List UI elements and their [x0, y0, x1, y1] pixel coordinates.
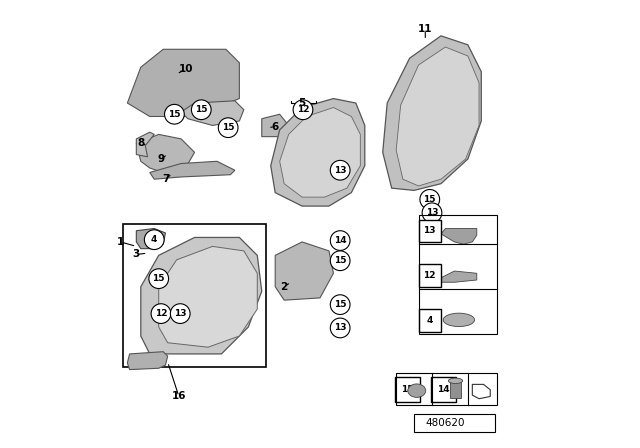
Circle shape: [420, 190, 440, 209]
Circle shape: [191, 100, 211, 120]
Circle shape: [145, 230, 164, 250]
FancyBboxPatch shape: [419, 264, 441, 287]
Polygon shape: [441, 271, 477, 282]
Polygon shape: [262, 114, 289, 137]
Text: 12: 12: [297, 105, 309, 114]
Polygon shape: [280, 108, 360, 197]
Polygon shape: [472, 384, 490, 399]
Text: 15: 15: [424, 195, 436, 204]
Circle shape: [170, 304, 190, 323]
Circle shape: [330, 231, 350, 250]
Text: 10: 10: [179, 65, 193, 74]
Ellipse shape: [449, 378, 463, 383]
Polygon shape: [141, 237, 262, 354]
Text: 4: 4: [427, 316, 433, 325]
Polygon shape: [127, 49, 239, 116]
Text: 15: 15: [195, 105, 207, 114]
Polygon shape: [396, 47, 479, 186]
Text: 15: 15: [334, 256, 346, 265]
Text: 480620: 480620: [426, 418, 465, 428]
Polygon shape: [150, 161, 235, 179]
Circle shape: [330, 318, 350, 338]
Polygon shape: [271, 99, 365, 206]
Text: 13: 13: [334, 323, 346, 332]
Text: 7: 7: [162, 174, 169, 184]
Text: 15: 15: [168, 110, 180, 119]
Text: 1: 1: [117, 237, 124, 247]
Text: 15: 15: [222, 123, 234, 132]
Text: 14: 14: [334, 236, 346, 245]
Text: 8: 8: [137, 138, 145, 148]
Circle shape: [330, 295, 350, 314]
Text: 3: 3: [132, 250, 140, 259]
Polygon shape: [127, 352, 168, 370]
Text: 14: 14: [437, 385, 449, 394]
Text: 15: 15: [401, 385, 413, 394]
Text: 5: 5: [298, 98, 306, 108]
Circle shape: [422, 203, 442, 223]
Circle shape: [330, 251, 350, 271]
Text: 9: 9: [157, 154, 164, 164]
FancyBboxPatch shape: [419, 309, 441, 332]
Text: 11: 11: [418, 24, 433, 34]
Circle shape: [330, 160, 350, 180]
Text: 12: 12: [424, 271, 436, 280]
Text: 13: 13: [334, 166, 346, 175]
Text: 12: 12: [155, 309, 167, 318]
Circle shape: [293, 100, 313, 120]
Circle shape: [151, 304, 171, 323]
Text: 13: 13: [426, 208, 438, 217]
Text: 15: 15: [334, 300, 346, 309]
Text: 6: 6: [271, 122, 279, 132]
FancyBboxPatch shape: [419, 220, 441, 242]
FancyBboxPatch shape: [395, 377, 420, 402]
Text: 16: 16: [172, 392, 186, 401]
Ellipse shape: [408, 384, 426, 397]
Ellipse shape: [443, 313, 475, 327]
Text: 13: 13: [424, 226, 436, 235]
Polygon shape: [441, 228, 477, 244]
Polygon shape: [136, 228, 165, 249]
Polygon shape: [383, 36, 481, 190]
Circle shape: [149, 269, 168, 289]
Polygon shape: [159, 246, 257, 347]
Circle shape: [218, 118, 238, 138]
Text: 15: 15: [152, 274, 165, 283]
Circle shape: [164, 104, 184, 124]
Polygon shape: [136, 132, 154, 157]
Text: 4: 4: [151, 235, 157, 244]
Text: 2: 2: [280, 282, 288, 292]
Polygon shape: [181, 101, 244, 125]
FancyBboxPatch shape: [450, 382, 461, 398]
Polygon shape: [136, 134, 195, 172]
Polygon shape: [275, 242, 333, 300]
FancyBboxPatch shape: [431, 377, 456, 402]
Text: 13: 13: [174, 309, 186, 318]
